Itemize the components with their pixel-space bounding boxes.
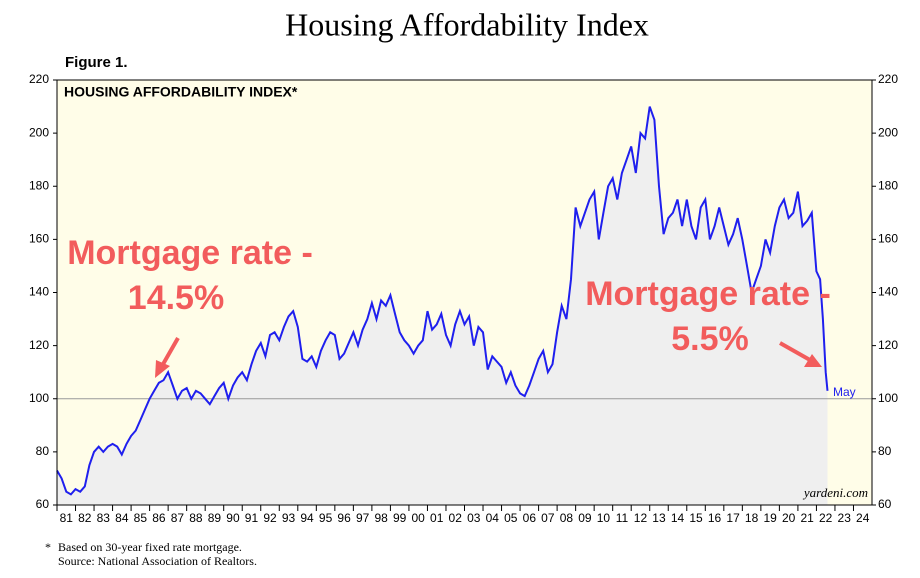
y2-tick-label: 140 xyxy=(878,285,898,299)
y2-tick-label: 180 xyxy=(878,178,898,192)
arrow xyxy=(160,337,180,367)
x-tick-label: 15 xyxy=(689,511,703,525)
x-tick-label: 98 xyxy=(374,511,388,525)
x-tick-label: 94 xyxy=(300,511,314,525)
y2-tick-label: 200 xyxy=(878,125,898,139)
x-tick-label: 96 xyxy=(337,511,351,525)
footnote: Source: National Association of Realtors… xyxy=(58,554,257,568)
footnote: * xyxy=(45,540,51,554)
x-tick-label: 06 xyxy=(523,511,537,525)
x-tick-label: 03 xyxy=(467,511,481,525)
plot: 6080100120140160180200220608010012014016… xyxy=(29,72,898,525)
x-tick-label: 91 xyxy=(245,511,259,525)
x-tick-label: 11 xyxy=(616,511,629,525)
x-tick-label: 05 xyxy=(504,511,518,525)
arrow xyxy=(779,341,811,362)
x-tick-label: 23 xyxy=(838,511,852,525)
y2-tick-label: 120 xyxy=(878,338,898,352)
x-tick-label: 18 xyxy=(745,511,759,525)
watermark: yardeni.com xyxy=(802,485,868,500)
y-tick-label: 140 xyxy=(29,285,49,299)
x-tick-label: 24 xyxy=(856,511,870,525)
arrow-head xyxy=(804,354,822,367)
annotation: 14.5% xyxy=(128,279,224,317)
x-tick-label: 14 xyxy=(671,511,685,525)
y-tick-label: 160 xyxy=(29,232,49,246)
x-tick-label: 87 xyxy=(171,511,185,525)
y2-tick-label: 60 xyxy=(878,497,892,511)
x-tick-label: 99 xyxy=(393,511,407,525)
y2-tick-label: 100 xyxy=(878,391,898,405)
arrows xyxy=(155,337,822,378)
x-tick-label: 08 xyxy=(560,511,574,525)
end-label: May xyxy=(833,385,856,399)
x-tick-label: 81 xyxy=(60,511,74,525)
arrow-head xyxy=(155,360,170,378)
x-tick-label: 10 xyxy=(597,511,611,525)
x-tick-label: 92 xyxy=(263,511,277,525)
x-tick-label: 09 xyxy=(578,511,592,525)
x-tick-label: 93 xyxy=(282,511,296,525)
x-tick-label: 85 xyxy=(134,511,148,525)
x-tick-label: 20 xyxy=(782,511,796,525)
x-tick-label: 82 xyxy=(78,511,92,525)
x-tick-label: 22 xyxy=(819,511,833,525)
y2-tick-label: 160 xyxy=(878,232,898,246)
x-tick-label: 13 xyxy=(652,511,666,525)
y-tick-label: 220 xyxy=(29,72,49,86)
x-tick-label: 17 xyxy=(726,511,740,525)
y-tick-label: 100 xyxy=(29,391,49,405)
x-tick-label: 12 xyxy=(634,511,648,525)
annotation: 5.5% xyxy=(671,320,749,358)
annotation: Mortgage rate - xyxy=(585,275,831,313)
x-tick-label: 86 xyxy=(152,511,166,525)
x-tick-label: 00 xyxy=(412,511,426,525)
x-tick-label: 88 xyxy=(189,511,203,525)
y-tick-label: 120 xyxy=(29,338,49,352)
x-tick-label: 19 xyxy=(763,511,777,525)
x-tick-label: 16 xyxy=(708,511,722,525)
chart-title: Housing Affordability Index xyxy=(285,6,649,42)
annotation: Mortgage rate - xyxy=(67,234,313,272)
x-tick-label: 90 xyxy=(226,511,240,525)
figure-label: Figure 1. xyxy=(65,54,128,71)
y-tick-label: 180 xyxy=(29,178,49,192)
y-tick-label: 80 xyxy=(36,444,50,458)
x-tick-label: 04 xyxy=(486,511,500,525)
y2-tick-label: 80 xyxy=(878,444,892,458)
y2-tick-label: 220 xyxy=(878,72,898,86)
x-tick-label: 21 xyxy=(800,511,814,525)
x-tick-label: 02 xyxy=(449,511,463,525)
area-fill xyxy=(57,106,828,505)
x-tick-label: 95 xyxy=(319,511,333,525)
x-tick-label: 83 xyxy=(97,511,111,525)
x-tick-label: 89 xyxy=(208,511,222,525)
chart-subtitle: HOUSING AFFORDABILITY INDEX* xyxy=(64,84,298,100)
x-tick-label: 97 xyxy=(356,511,370,525)
y-tick-label: 200 xyxy=(29,125,49,139)
footnote: Based on 30-year fixed rate mortgage. xyxy=(58,540,242,554)
x-tick-label: 07 xyxy=(541,511,555,525)
x-tick-label: 01 xyxy=(430,511,444,525)
x-tick-label: 84 xyxy=(115,511,129,525)
line xyxy=(56,106,829,496)
y-tick-label: 60 xyxy=(36,497,50,511)
